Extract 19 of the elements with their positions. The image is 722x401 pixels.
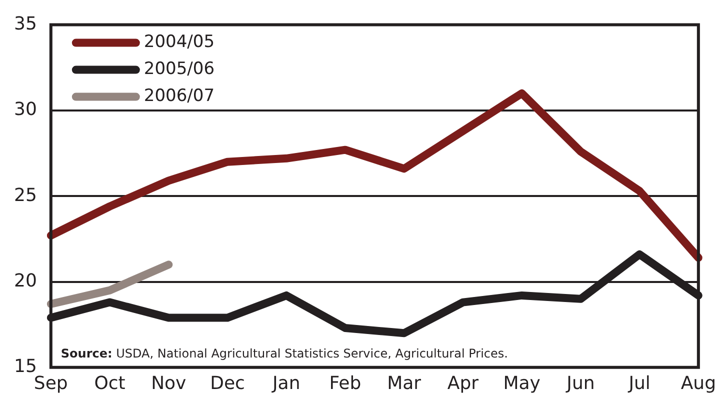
y-tick-label: 30 — [14, 99, 37, 120]
annotation: Source: USDA, National Agricultural Statistics Service, Agricultural Prices. — [60, 346, 508, 360]
x-tick-label: Aug — [680, 372, 716, 394]
y-tick-label: 35 — [14, 13, 37, 34]
x-tick-label: May — [503, 372, 541, 394]
x-tick-label: Oct — [94, 372, 126, 394]
x-tick-label: Nov — [151, 372, 187, 394]
x-tick-label: Mar — [387, 372, 422, 394]
legend-label: 2004/05 — [144, 32, 215, 52]
y-tick-label: 25 — [14, 184, 37, 206]
x-tick-label: Jul — [628, 372, 650, 394]
x-tick-label: Jun — [566, 372, 595, 394]
legend-label: 2006/07 — [144, 86, 215, 106]
x-tick-label: Dec — [210, 372, 245, 394]
x-tick-label: Feb — [329, 372, 362, 394]
x-tick-label: Jan — [271, 372, 300, 394]
x-tick-label: Apr — [447, 372, 480, 394]
y-tick-label: 20 — [14, 270, 37, 292]
legend-label: 2005/06 — [144, 59, 215, 80]
